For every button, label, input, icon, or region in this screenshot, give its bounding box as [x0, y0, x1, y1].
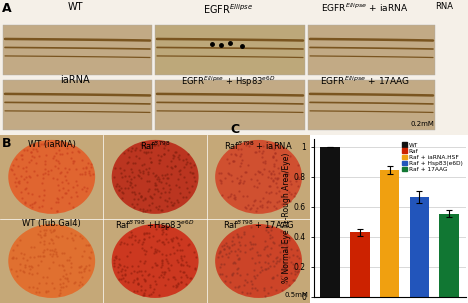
- Bar: [439, 214, 459, 297]
- Ellipse shape: [112, 140, 198, 214]
- Text: WT (Tub.Gal4): WT (Tub.Gal4): [22, 219, 81, 228]
- Text: A: A: [2, 2, 12, 15]
- Bar: [207, 219, 310, 303]
- Bar: [410, 197, 429, 297]
- Text: EGFR$^{\it{Ellipse}}$ + iaRNA: EGFR$^{\it{Ellipse}}$ + iaRNA: [322, 2, 409, 15]
- Bar: [103, 135, 207, 219]
- Ellipse shape: [112, 224, 198, 298]
- Text: 0.5mM: 0.5mM: [285, 292, 308, 298]
- Legend: WT, Raf, Raf + iaRNA.HSF, Raf + Hsp83(e6D), Raf + 17AAG: WT, Raf, Raf + iaRNA.HSF, Raf + Hsp83(e6…: [402, 142, 463, 172]
- Text: Raf$^{BT98}$ + 17AAG: Raf$^{BT98}$ + 17AAG: [223, 219, 294, 231]
- Text: WT (iaRNA): WT (iaRNA): [28, 140, 76, 149]
- Text: Raf$^{BT98}$: Raf$^{BT98}$: [140, 140, 170, 152]
- Ellipse shape: [215, 140, 302, 214]
- Text: RNA: RNA: [435, 2, 453, 11]
- Text: WT: WT: [67, 2, 83, 12]
- Bar: [155, 25, 305, 75]
- Ellipse shape: [215, 224, 302, 298]
- Bar: [103, 219, 207, 303]
- Text: B: B: [2, 137, 12, 150]
- Bar: [308, 80, 435, 130]
- Text: Raf$^{BT98}$ + iaRNA: Raf$^{BT98}$ + iaRNA: [224, 140, 293, 152]
- Y-axis label: % Normal Eye (1-Rough Area/Eye): % Normal Eye (1-Rough Area/Eye): [282, 153, 291, 283]
- Bar: [0, 135, 103, 219]
- Bar: [3, 25, 152, 75]
- Bar: [308, 25, 435, 75]
- Bar: [0, 219, 103, 303]
- Text: Raf$^{BT98}$ +Hsp83$^{e6D}$: Raf$^{BT98}$ +Hsp83$^{e6D}$: [116, 219, 195, 233]
- Text: EGFR$^{\it{Ellipse}}$ + 17AAG: EGFR$^{\it{Ellipse}}$ + 17AAG: [320, 75, 410, 87]
- Bar: [350, 232, 370, 297]
- Text: C: C: [230, 123, 239, 136]
- Ellipse shape: [8, 140, 95, 214]
- Bar: [207, 135, 310, 219]
- Bar: [321, 147, 340, 297]
- Bar: [3, 80, 152, 130]
- Text: EGFR$^{\it{Ellipse}}$: EGFR$^{\it{Ellipse}}$: [203, 2, 253, 16]
- Text: 0.2mM: 0.2mM: [410, 121, 434, 127]
- Ellipse shape: [8, 224, 95, 298]
- Bar: [380, 170, 399, 297]
- Text: iaRNA: iaRNA: [60, 75, 90, 85]
- Bar: [155, 80, 305, 130]
- Text: EGFR$^{\it{Ellipse}}$ + Hsp83$^{e6D}$: EGFR$^{\it{Ellipse}}$ + Hsp83$^{e6D}$: [181, 75, 275, 89]
